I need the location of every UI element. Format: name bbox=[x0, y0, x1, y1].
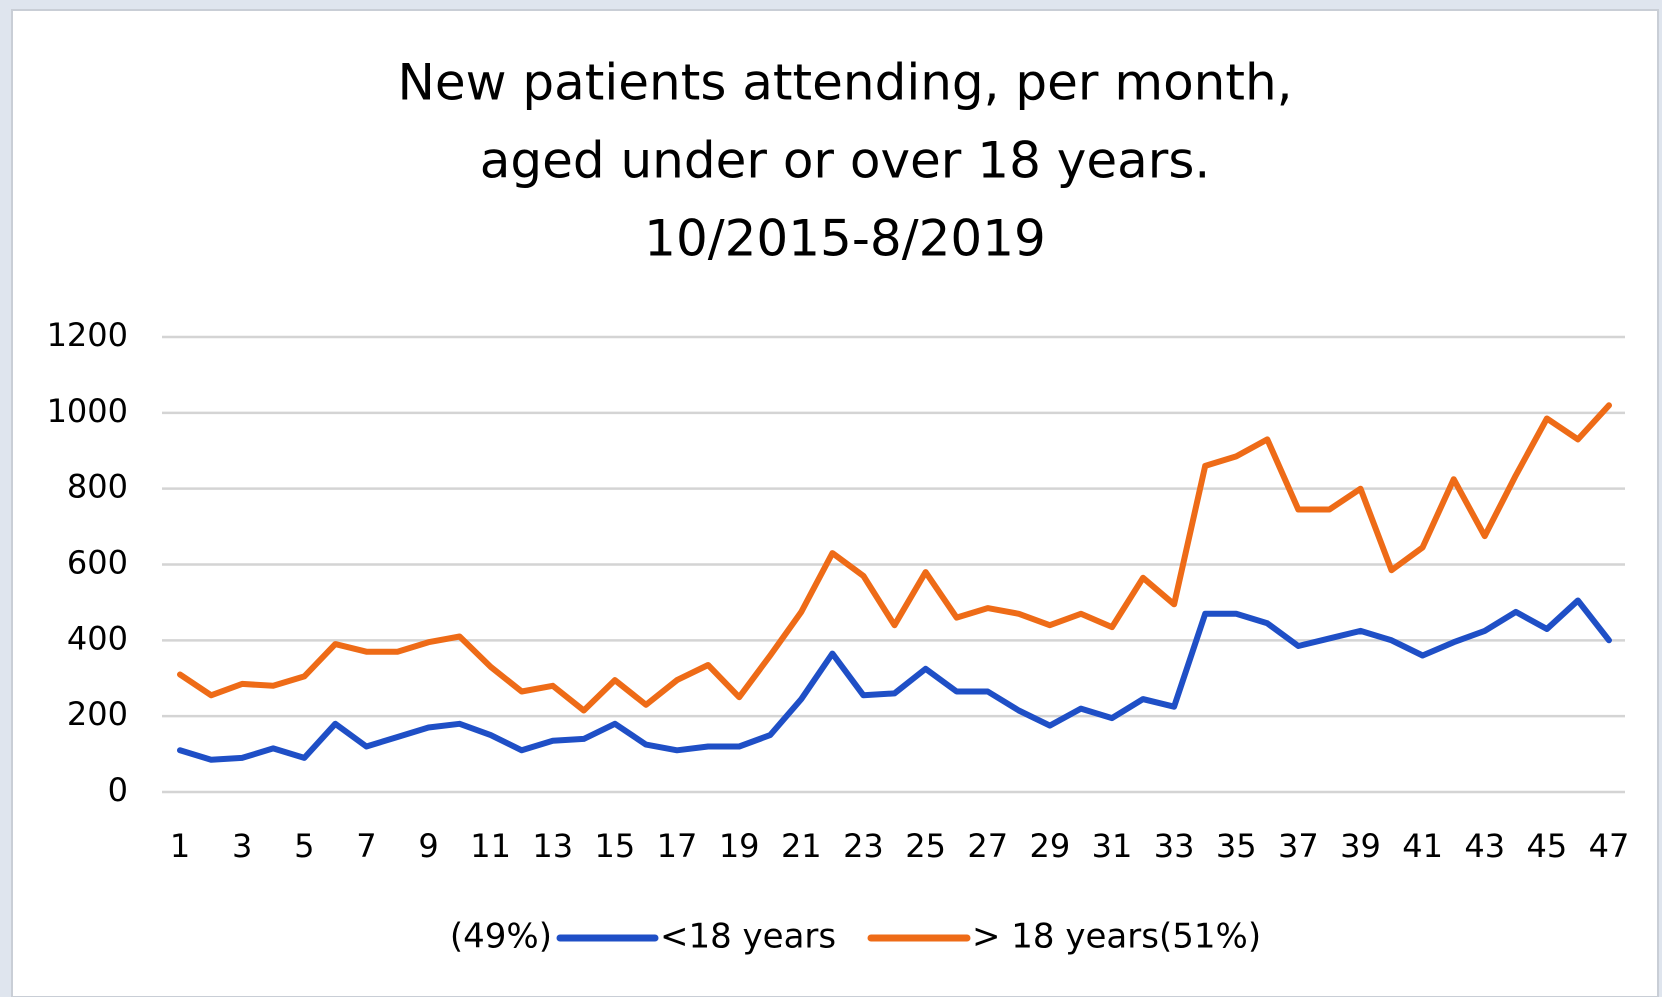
y-tick-label: 1200 bbox=[47, 316, 128, 354]
x-tick-label: 15 bbox=[595, 827, 636, 865]
x-tick-label: 45 bbox=[1527, 827, 1568, 865]
x-tick-label: 31 bbox=[1092, 827, 1133, 865]
x-tick-label: 39 bbox=[1340, 827, 1381, 865]
x-tick-label: 41 bbox=[1402, 827, 1443, 865]
legend-label: > 18 years bbox=[972, 917, 1159, 957]
x-tick-label: 3 bbox=[232, 827, 252, 865]
x-tick-label: 17 bbox=[657, 827, 698, 865]
chart-title: New patients attending, per month, bbox=[397, 54, 1292, 112]
x-tick-label: 7 bbox=[356, 827, 376, 865]
data-line bbox=[177, 597, 1612, 763]
data-line bbox=[177, 402, 1612, 714]
y-tick-label: 200 bbox=[67, 695, 128, 733]
x-tick-label: 11 bbox=[470, 827, 511, 865]
chart-title: 10/2015-8/2019 bbox=[644, 210, 1046, 268]
y-tick-label: 1000 bbox=[47, 392, 128, 430]
x-tick-label: 27 bbox=[967, 827, 1008, 865]
x-tick-label: 1 bbox=[170, 827, 190, 865]
legend-label: <18 years bbox=[660, 917, 836, 957]
x-tick-label: 33 bbox=[1154, 827, 1195, 865]
chart-title: aged under or over 18 years. bbox=[480, 132, 1211, 190]
x-tick-label: 47 bbox=[1589, 827, 1630, 865]
x-tick-label: 9 bbox=[418, 827, 438, 865]
x-tick-label: 25 bbox=[905, 827, 946, 865]
chart-area bbox=[11, 9, 1659, 997]
y-tick-label: 400 bbox=[67, 619, 128, 657]
x-tick-label: 19 bbox=[719, 827, 760, 865]
annotation: (51%) bbox=[1159, 917, 1261, 957]
y-tick-label: 800 bbox=[67, 468, 128, 506]
y-tick-label: 600 bbox=[67, 544, 128, 582]
x-tick-label: 21 bbox=[781, 827, 822, 865]
x-tick-label: 35 bbox=[1216, 827, 1257, 865]
y-tick-label: 0 bbox=[108, 771, 128, 809]
x-tick-label: 5 bbox=[294, 827, 314, 865]
x-tick-label: 37 bbox=[1278, 827, 1319, 865]
x-tick-label: 13 bbox=[532, 827, 573, 865]
annotation: (49%) bbox=[450, 917, 552, 957]
x-tick-label: 23 bbox=[843, 827, 884, 865]
x-tick-label: 43 bbox=[1464, 827, 1505, 865]
x-tick-label: 29 bbox=[1029, 827, 1070, 865]
